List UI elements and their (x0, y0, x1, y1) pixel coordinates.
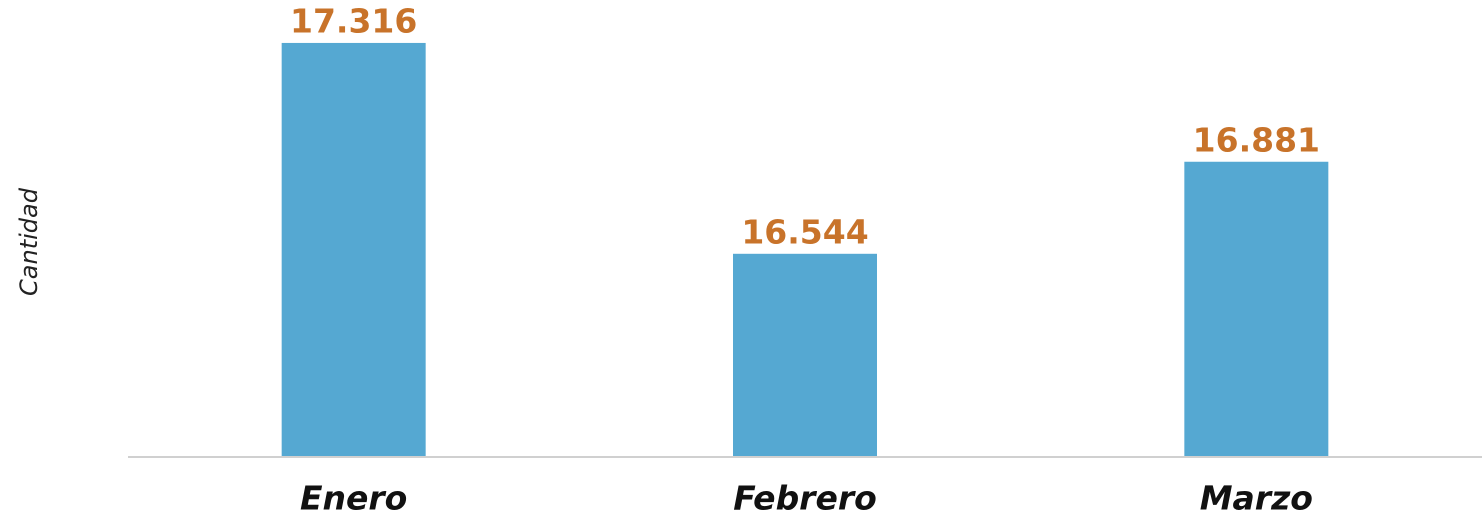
bar (1184, 161, 1329, 457)
value-label: 16.544 (741, 212, 868, 251)
y-axis-title: Cantidad (15, 187, 43, 296)
x-tick-label: Marzo (1200, 479, 1313, 516)
bar (281, 42, 426, 457)
value-label: 17.316 (290, 1, 417, 40)
x-tick-label: Febrero (733, 479, 877, 516)
value-label: 16.881 (1193, 120, 1320, 159)
bar (733, 253, 877, 457)
x-tick-label: Enero (300, 479, 407, 516)
